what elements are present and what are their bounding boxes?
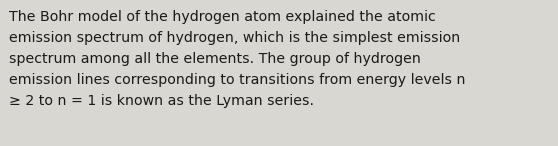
- Text: The Bohr model of the hydrogen atom explained the atomic
emission spectrum of hy: The Bohr model of the hydrogen atom expl…: [9, 10, 465, 107]
